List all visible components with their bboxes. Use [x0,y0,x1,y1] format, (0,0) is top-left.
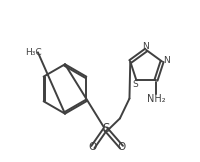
Text: NH₂: NH₂ [147,93,165,104]
Text: N: N [163,56,169,65]
Text: S: S [133,80,138,89]
Text: S: S [102,122,109,135]
Text: H₃C: H₃C [25,48,42,57]
Text: O: O [89,142,97,152]
Text: N: N [142,42,149,51]
Text: O: O [117,142,126,152]
